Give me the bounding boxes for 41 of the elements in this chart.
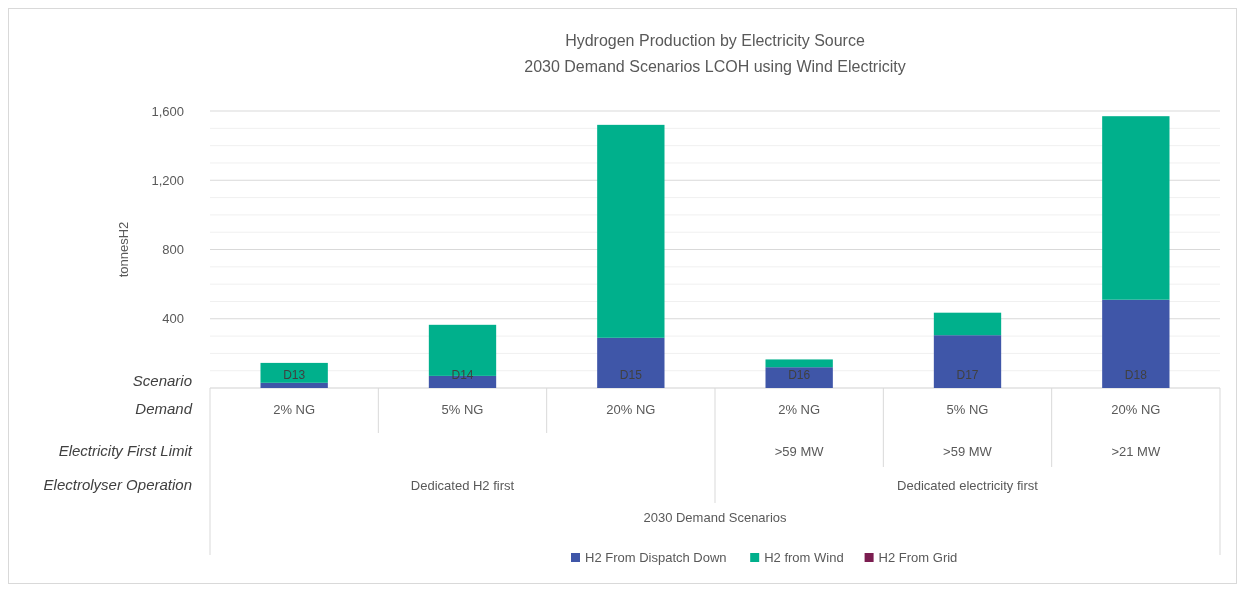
text: 2% NG: [273, 402, 316, 417]
text: Scenario: [132, 372, 192, 389]
text: Demand: [135, 400, 193, 417]
text: Electricity First Limit: [58, 442, 193, 459]
y-tick-label: 400: [162, 311, 184, 327]
legend-label: H2 From Dispatch Down: [585, 550, 727, 565]
text: 2030 Demand Scenarios: [643, 510, 788, 525]
x-tick-label: D16: [788, 368, 811, 382]
text: Dedicated H2 first: [410, 478, 515, 493]
bar: [765, 367, 833, 388]
bar: [597, 124, 665, 338]
text: >21 MW: [1111, 444, 1161, 459]
text: >59 MW: [774, 444, 825, 459]
chart-title: Hydrogen Production by Electricity Source: [565, 32, 865, 49]
x-tick-label: D17: [956, 368, 979, 382]
x-tick-label: D15: [619, 368, 643, 382]
text: 2% NG: [778, 402, 821, 417]
text: Dedicated electricity first: [897, 478, 1039, 493]
y-tick-label: 800: [162, 242, 184, 258]
legend-label: H2 From Grid: [878, 550, 958, 565]
text: Electrolyser Operation: [43, 476, 192, 493]
y-tick-label: 1,200: [151, 172, 184, 188]
text: 5% NG: [946, 402, 989, 417]
x-tick-label: D13: [283, 368, 306, 382]
bar: [1102, 116, 1170, 300]
text: >59 MW: [943, 444, 993, 459]
bar: [597, 337, 665, 388]
legend-label: H2 from Wind: [764, 550, 844, 565]
text: 20% NG: [1111, 402, 1161, 417]
bar: [933, 312, 1002, 336]
bar: [1102, 299, 1170, 388]
text: 5% NG: [441, 402, 484, 417]
chart-subtitle: 2030 Demand Scenarios LCOH using Wind Electricity: [524, 58, 906, 75]
y-tick-label: 1,600: [151, 103, 184, 119]
bar: [933, 335, 1002, 388]
bar: [260, 362, 328, 383]
bar: [260, 382, 328, 388]
text: 20% NG: [606, 402, 656, 417]
x-tick-label: D18: [1124, 368, 1148, 382]
bar: [765, 359, 833, 368]
y-axis-title: tonnesH2: [116, 221, 131, 278]
